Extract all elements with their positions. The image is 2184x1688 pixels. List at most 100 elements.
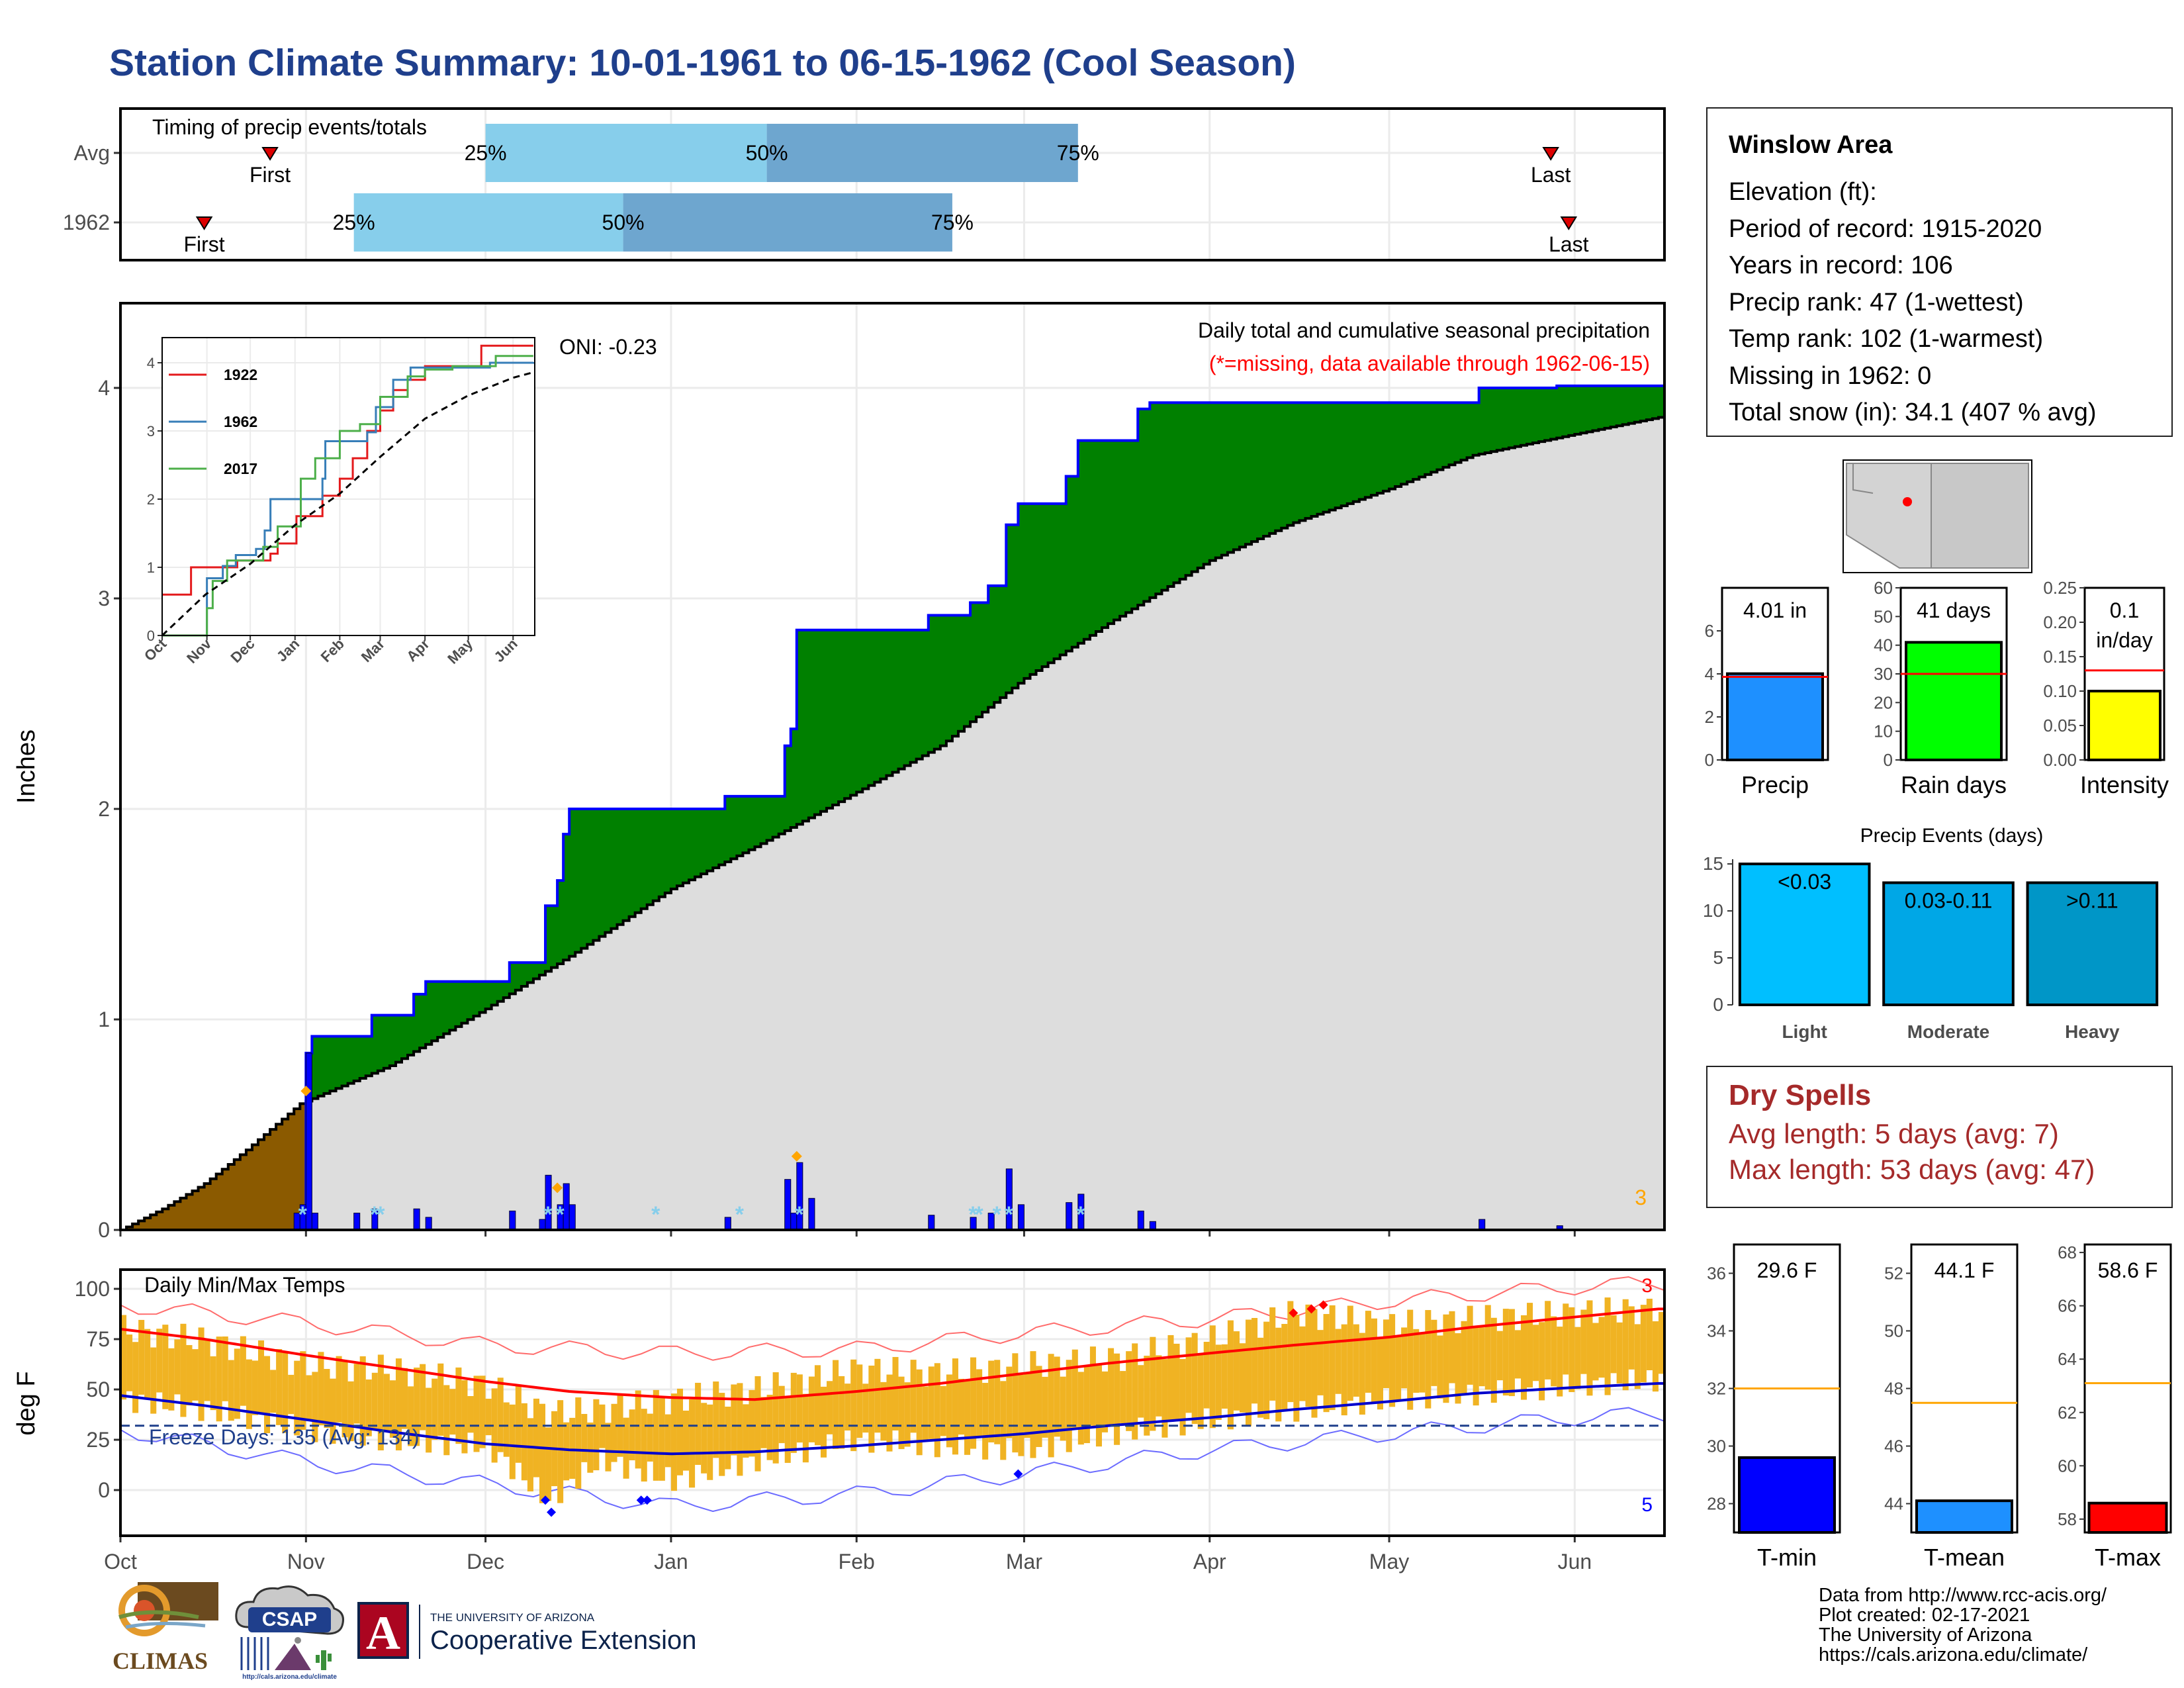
daily-temp-range-bar	[1191, 1333, 1198, 1425]
timing-bar-50-75	[766, 124, 1078, 182]
daily-temp-range-bar	[1527, 1303, 1533, 1387]
daily-temp-range-bar	[126, 1334, 133, 1391]
daily-temp-range-bar	[449, 1389, 456, 1435]
daily-temp-range-bar	[827, 1381, 833, 1434]
mini_precip-y-tick-label: 2	[1705, 707, 1714, 727]
temp-y-axis-label: deg F	[13, 1371, 40, 1435]
record-low-marker-icon	[541, 1495, 551, 1505]
csap-logo-text: CSAP	[261, 1609, 318, 1630]
station-temp-rank: Temp rank: 102 (1-warmest)	[1729, 325, 2044, 353]
daily-temp-range-bar	[497, 1378, 504, 1452]
daily-temp-range-bar	[1257, 1337, 1264, 1418]
daily-temp-range-bar	[1185, 1337, 1192, 1413]
daily-temp-range-bar	[802, 1393, 809, 1463]
mini_precip-value-label: 4.01 in	[1743, 598, 1807, 622]
dry-spells-title: Dry Spells	[1729, 1079, 1872, 1111]
daily-temp-range-bar	[664, 1414, 671, 1468]
daily-temp-range-bar	[168, 1348, 175, 1411]
daily-temp-range-bar	[1634, 1324, 1641, 1389]
mini_raindays-y-tick-label: 20	[1874, 692, 1893, 712]
mini_intensity-y-tick-label: 0.25	[2043, 578, 2077, 598]
daily-temp-range-bar	[174, 1339, 181, 1395]
daily-temp-range-bar	[670, 1393, 677, 1491]
daily-temp-range-bar	[1036, 1366, 1042, 1447]
daily-temp-range-bar	[1329, 1305, 1336, 1411]
daily-temp-range-bar	[1586, 1300, 1593, 1396]
record-min-line	[120, 1407, 1665, 1513]
daily-temp-range-bar	[521, 1403, 527, 1481]
daily-temp-range-bar	[1574, 1327, 1581, 1389]
daily-temp-range-bar	[1287, 1301, 1294, 1403]
timing-label-50: 50%	[746, 141, 788, 165]
daily-temp-range-bar	[455, 1367, 462, 1444]
record-low-marker-icon	[642, 1495, 652, 1505]
daily-temp-range-bar	[1347, 1305, 1353, 1401]
state-border-line	[1852, 463, 1874, 494]
precip-average-area	[120, 417, 1664, 1230]
mini_raindays-y-tick-label: 60	[1874, 578, 1893, 598]
ua-block-a-icon: A	[357, 1602, 409, 1660]
daily-temp-range-bar	[647, 1413, 653, 1462]
first-marker-label: First	[183, 232, 224, 256]
tmax-panel	[2083, 1243, 2172, 1534]
precip-events-title: Precip Events (days)	[1860, 825, 2044, 847]
daily-temp-range-bar	[1060, 1376, 1066, 1441]
daily-temp-range-bar	[132, 1342, 139, 1413]
daily-temp-range-bar	[910, 1360, 917, 1433]
daily-temp-range-bar	[1353, 1324, 1359, 1397]
daily-temp-range-bar	[204, 1339, 210, 1401]
snow-marker-icon	[791, 1150, 802, 1162]
csap-logo: CSAP http://cals.arizona.edu/climate	[228, 1581, 351, 1683]
daily-temp-range-bar	[198, 1327, 205, 1421]
daily-temp-range-bar	[641, 1409, 647, 1482]
daily-temp-range-bar	[1389, 1314, 1396, 1407]
daily-temp-range-bar	[575, 1397, 582, 1489]
tmin-x-label: T-min	[1757, 1544, 1817, 1571]
daily-precip-bar	[425, 1217, 432, 1231]
daily-temp-range-bar	[557, 1400, 564, 1503]
daily-temp-range-bar	[1490, 1317, 1497, 1403]
daily-temp-range-bar	[306, 1375, 312, 1420]
daily-temp-range-bar	[1610, 1315, 1617, 1374]
daily-temp-range-bar	[814, 1365, 821, 1446]
footer-credits: Data from http://www.rcc-acis.org/ Plot …	[1819, 1585, 2107, 1665]
daily-precip-bar	[1066, 1202, 1073, 1231]
daily-temp-range-bar	[539, 1403, 546, 1503]
daily-temp-range-bar	[719, 1393, 725, 1476]
temp-x-tick-label: Feb	[839, 1550, 875, 1573]
snow-asterisk-icon: *	[974, 1202, 983, 1227]
daily-temp-range-bar	[754, 1376, 761, 1472]
daily-temp-range-bar	[1305, 1304, 1312, 1407]
precip-events-bar-light	[1738, 863, 1871, 1007]
daily-temp-range-bar	[485, 1398, 492, 1436]
daily-temp-range-bar	[796, 1374, 803, 1443]
dry-spells-max: Max length: 53 days (avg: 47)	[1729, 1154, 2095, 1185]
freeze-days-label: Freeze Days: 135 (Avg: 134)	[149, 1425, 420, 1449]
daily-temp-range-bar	[850, 1359, 857, 1452]
mini_precip-y-tick-label: 4	[1705, 664, 1714, 684]
tmean-value-bar	[1915, 1499, 2013, 1534]
csap-logo-url: http://cals.arizona.edu/climate	[242, 1673, 337, 1681]
daily-temp-range-bar	[1580, 1309, 1587, 1374]
daily-temp-range-bar	[623, 1417, 629, 1479]
record-low-marker-icon	[636, 1495, 646, 1505]
daily-temp-range-bar	[294, 1360, 300, 1436]
tmin-y-tick-label: 36	[1707, 1264, 1726, 1284]
daily-temp-range-bar	[1413, 1329, 1420, 1393]
snow-asterisk-icon: *	[370, 1202, 379, 1227]
daily-temp-range-bar	[766, 1394, 773, 1460]
daily-temp-range-bar	[186, 1344, 193, 1406]
daily-temp-range-bar	[1551, 1316, 1557, 1387]
daily-temp-range-bar	[1089, 1346, 1096, 1426]
timing-label-50: 50%	[602, 211, 645, 234]
daily-temp-range-bar	[1359, 1333, 1365, 1415]
daily-temp-range-bar	[1557, 1327, 1563, 1397]
daily-temp-range-bar	[844, 1383, 851, 1430]
daily-temp-range-bar	[1658, 1311, 1664, 1374]
daily-temp-range-bar	[940, 1385, 946, 1436]
daily-temp-range-bar	[1407, 1309, 1414, 1410]
daily-temp-range-bar	[587, 1422, 594, 1473]
daily-temp-range-bar	[420, 1364, 426, 1430]
